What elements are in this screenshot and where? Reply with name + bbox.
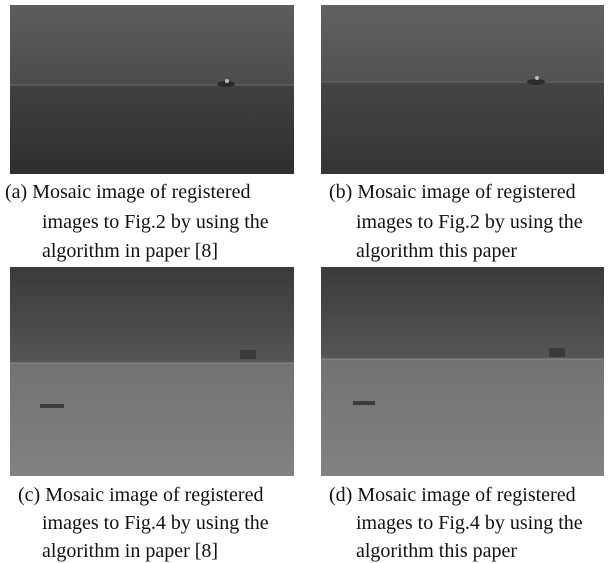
caption-line: images to Fig.4 by using the (356, 512, 583, 534)
caption-line: images to Fig.2 by using the (356, 211, 583, 233)
figure: (a) Mosaic image of registered images to… (0, 0, 613, 563)
image-d (321, 267, 604, 476)
caption-line: (a) Mosaic image of registered (5, 181, 250, 203)
caption-line: algorithm this paper (356, 540, 517, 562)
caption-line: algorithm in paper [8] (42, 240, 218, 262)
caption-line: (c) Mosaic image of registered (18, 484, 263, 506)
caption-line: images to Fig.4 by using the (42, 512, 269, 534)
caption-line: (b) Mosaic image of registered (329, 181, 576, 203)
caption-line: algorithm in paper [8] (42, 540, 218, 562)
caption-line: (d) Mosaic image of registered (329, 484, 576, 506)
image-c (10, 267, 294, 476)
caption-line: algorithm this paper (356, 240, 517, 262)
image-a (10, 5, 294, 174)
caption-line: images to Fig.2 by using the (42, 211, 269, 233)
image-b (321, 5, 604, 174)
